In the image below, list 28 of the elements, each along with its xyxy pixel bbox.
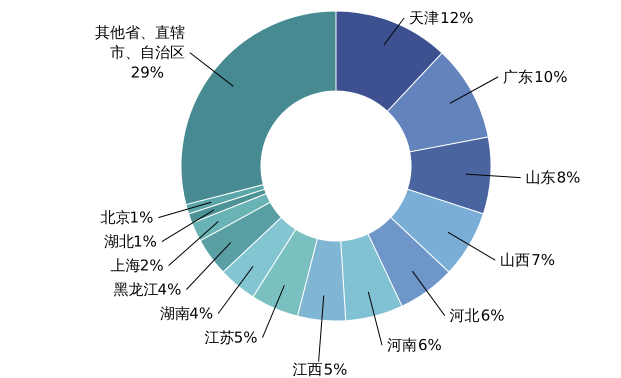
data-label: 6%	[480, 306, 505, 325]
slice-label: 湖南	[160, 304, 190, 323]
data-label: 12%	[440, 9, 474, 27]
data-label: 8%	[556, 168, 580, 187]
data-label: 6%	[418, 336, 442, 354]
data-label: 10%	[534, 68, 568, 86]
slice-label: 山东	[526, 168, 556, 187]
slice-label: 山西	[500, 251, 530, 270]
slice-label: 天津	[409, 9, 440, 27]
slice-label: 河北	[450, 306, 480, 325]
data-label: 29%	[130, 64, 164, 82]
slice-label: 广东	[503, 68, 534, 86]
data-label: 4%	[189, 304, 214, 323]
data-label: 4%	[158, 280, 182, 299]
slice-label: 湖北	[104, 232, 134, 251]
slice-label: 河南	[387, 336, 418, 354]
data-label: 2%	[140, 256, 164, 275]
data-label: 7%	[531, 251, 556, 270]
data-label: 5%	[324, 360, 348, 378]
slice-label: 江苏	[204, 328, 235, 347]
data-label: 1%	[133, 232, 157, 251]
data-label: 1%	[130, 208, 154, 227]
slice-label: 其他省、直辖市、自治区	[94, 24, 185, 62]
slice-label: 黑龙江	[113, 280, 158, 299]
slice-label: 江西	[292, 360, 323, 378]
slice-label: 北京	[100, 208, 130, 227]
data-label: 5%	[234, 328, 258, 347]
slice-label: 上海	[110, 256, 141, 275]
